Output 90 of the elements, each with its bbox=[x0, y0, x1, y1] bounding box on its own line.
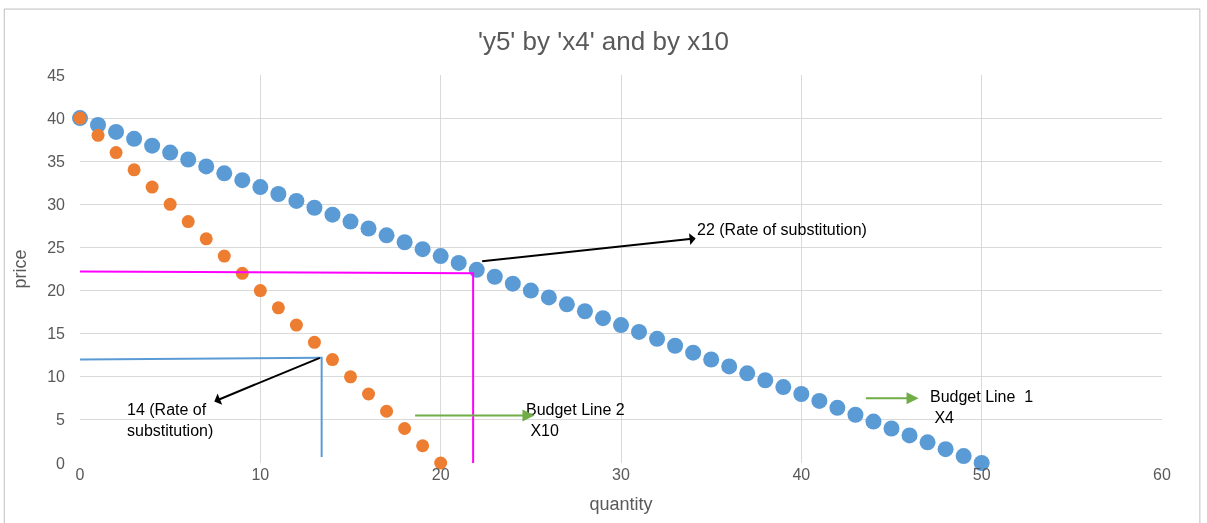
point bbox=[649, 330, 666, 347]
point bbox=[576, 303, 593, 320]
point bbox=[108, 123, 125, 140]
point bbox=[721, 358, 738, 375]
point bbox=[955, 448, 972, 465]
y-tick-label: 35 bbox=[47, 152, 66, 170]
point bbox=[253, 284, 267, 298]
point bbox=[398, 422, 412, 435]
point bbox=[109, 146, 123, 160]
y-tick-label: 20 bbox=[47, 282, 66, 300]
point bbox=[685, 344, 702, 361]
point bbox=[558, 296, 575, 313]
point bbox=[270, 185, 287, 202]
point bbox=[594, 310, 611, 327]
point bbox=[344, 370, 357, 384]
point bbox=[180, 151, 197, 168]
point bbox=[126, 130, 143, 147]
x-tick-label: 50 bbox=[972, 466, 991, 483]
point bbox=[937, 441, 954, 458]
point bbox=[703, 351, 720, 368]
point bbox=[216, 165, 233, 182]
point bbox=[504, 275, 521, 292]
point bbox=[432, 248, 449, 265]
y-tick-label: 25 bbox=[47, 239, 66, 257]
x-tick-label: 10 bbox=[251, 466, 270, 483]
point bbox=[739, 365, 756, 382]
point bbox=[144, 137, 161, 154]
point bbox=[793, 386, 810, 403]
point bbox=[324, 206, 341, 223]
point bbox=[667, 337, 684, 354]
point bbox=[540, 289, 557, 306]
y-tick-label: 0 bbox=[56, 454, 66, 472]
point bbox=[306, 199, 323, 216]
point bbox=[396, 234, 413, 251]
point bbox=[811, 392, 828, 409]
point bbox=[522, 282, 539, 299]
point bbox=[307, 335, 321, 349]
point bbox=[288, 192, 305, 209]
point bbox=[901, 427, 918, 444]
point bbox=[162, 144, 179, 161]
point bbox=[181, 215, 195, 229]
point bbox=[217, 249, 231, 263]
y-tick-label: 40 bbox=[47, 109, 66, 127]
annotation: 22 (Rate of substitution) bbox=[697, 221, 867, 238]
x-tick-label: 30 bbox=[612, 466, 630, 483]
point bbox=[775, 379, 792, 396]
y-tick-label: 15 bbox=[47, 325, 66, 343]
x-tick-label: 0 bbox=[75, 466, 85, 483]
point bbox=[234, 172, 251, 189]
annotation: Budget Line 1 X4 bbox=[930, 388, 1034, 426]
point bbox=[380, 404, 394, 418]
point bbox=[450, 254, 467, 271]
annotation: Budget Line 2 X10 bbox=[526, 401, 625, 439]
point bbox=[865, 413, 882, 430]
point bbox=[271, 301, 285, 315]
y-tick-label: 5 bbox=[56, 411, 66, 429]
x-tick-label: 60 bbox=[1153, 466, 1171, 483]
point bbox=[289, 318, 303, 332]
chart-title: 'y5' by 'x4' and by x10 bbox=[477, 25, 730, 56]
x-axis-title: quantity bbox=[589, 494, 653, 515]
point bbox=[145, 180, 159, 194]
point bbox=[416, 439, 430, 453]
y-tick-label: 45 bbox=[47, 66, 66, 84]
y-tick-label: 10 bbox=[47, 368, 66, 386]
point bbox=[360, 220, 377, 237]
point bbox=[91, 128, 105, 142]
point bbox=[127, 163, 141, 177]
point bbox=[325, 353, 339, 367]
point bbox=[847, 406, 864, 423]
point bbox=[919, 434, 936, 451]
point bbox=[613, 317, 629, 334]
point bbox=[631, 323, 648, 340]
annotation: 14 (Rate of substitution) bbox=[127, 401, 214, 439]
point bbox=[829, 399, 846, 416]
point bbox=[486, 268, 503, 285]
point bbox=[883, 420, 900, 437]
point bbox=[378, 227, 395, 244]
point bbox=[199, 232, 213, 246]
y-tick-label: 30 bbox=[47, 195, 66, 213]
point bbox=[163, 197, 177, 211]
x-tick-label: 40 bbox=[792, 466, 811, 483]
point bbox=[414, 241, 431, 258]
x-tick-label: 20 bbox=[431, 466, 450, 483]
point bbox=[342, 213, 359, 230]
point bbox=[198, 158, 215, 175]
point bbox=[252, 179, 269, 196]
point bbox=[757, 372, 774, 389]
point bbox=[468, 261, 485, 278]
y-axis-title: price bbox=[10, 249, 31, 289]
point bbox=[362, 387, 376, 401]
